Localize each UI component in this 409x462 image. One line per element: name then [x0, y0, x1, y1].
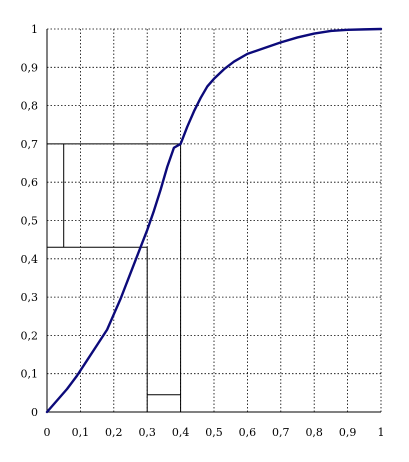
- y-tick-label: 0,1: [21, 368, 39, 381]
- distribution-curve: [45, 27, 383, 414]
- y-tick-label: 0,2: [21, 329, 39, 342]
- x-tick-label: 1: [378, 426, 385, 439]
- x-tick-label: 0,9: [339, 426, 357, 439]
- x-tick-label: 0,6: [239, 426, 257, 439]
- y-tick-label: 0,3: [21, 291, 39, 304]
- x-tick-label: 0,1: [72, 426, 90, 439]
- y-tick-label: 0,5: [21, 215, 39, 228]
- x-tick-label: 0: [44, 426, 51, 439]
- x-tick-label: 0,5: [205, 426, 223, 439]
- x-tick-label: 0,3: [138, 426, 156, 439]
- x-tick-label: 0,7: [272, 426, 290, 439]
- y-tick-label: 0,6: [21, 176, 39, 189]
- x-tick-label: 0,8: [305, 426, 323, 439]
- y-tick-label: 0,8: [21, 100, 39, 113]
- y-tick-label: 0,9: [21, 61, 39, 74]
- guide-lines: [47, 143, 182, 412]
- y-tick-label: 0,7: [21, 138, 39, 151]
- axes: [46, 29, 381, 413]
- x-tick-labels: 0 0,1 0,2 0,3 0,4 0,5 0,6 0,7 0,8 0,9 1: [44, 426, 385, 439]
- series: [45, 27, 383, 414]
- y-tick-label: 0,4: [21, 253, 39, 266]
- x-tick-label: 0,2: [105, 426, 123, 439]
- grid: [47, 28, 382, 412]
- y-tick-labels: 0 0,1 0,2 0,3 0,4 0,5 0,6 0,7 0,8 0,9 1: [21, 23, 39, 419]
- x-tick-label: 0,4: [172, 426, 190, 439]
- y-tick-label: 0: [31, 406, 38, 419]
- y-tick-label: 1: [31, 23, 38, 36]
